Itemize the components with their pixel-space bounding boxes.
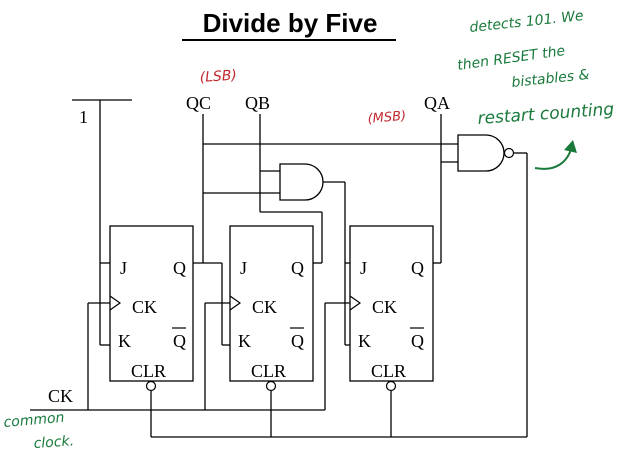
ff-c-clock-triangle [109,295,122,311]
qa-label: QA [424,93,450,113]
page-title: Divide by Five [203,8,378,38]
ff-c-k-label: K [118,331,131,351]
note-line-1: detects 101. We [469,8,585,36]
ff-a-clr-bubble [385,380,397,392]
handwritten-note: detects 101. We then RESET the bistables… [456,8,615,129]
note-line-4: restart counting [477,99,615,129]
qc-label: QC [186,93,211,113]
ff-b-j-label: J [240,258,247,278]
note-arrowhead-icon [564,140,577,153]
flipflop-b: J Q CK K Q CLR [229,258,304,392]
flipflop-c: J Q CK K Q CLR [109,258,186,392]
ff-a-clock-triangle [349,295,362,311]
msb-annotation: (MSB) [367,109,407,127]
ff-a-qbar-label: Q [411,331,424,351]
ff-a-ck-label: CK [372,297,397,317]
qb-label: QB [245,93,270,113]
ff-a-k-label: K [358,331,371,351]
common-clock-line-1: common [3,410,65,431]
ff-a-clr-label: CLR [371,361,406,381]
ff-b-qbar-label: Q [291,331,304,351]
nand-output-bubble [503,147,515,159]
nand-gate [457,134,505,172]
ff-c-j-label: J [120,258,127,278]
ff-c-ck-label: CK [132,297,157,317]
clock-label: CK [48,386,73,406]
ff-b-ck-label: CK [252,297,277,317]
logic-one-label: 1 [79,107,88,127]
ff-b-clr-label: CLR [251,361,286,381]
circuit-wires [30,114,528,438]
note-line-2: then RESET the [456,43,566,74]
ff-b-k-label: K [238,331,251,351]
and-gate [279,163,324,201]
ff-a-q-label: Q [411,258,424,278]
flipflop-a: J Q CK K Q CLR [349,258,424,392]
ff-c-clr-label: CLR [131,361,166,381]
note-line-3: bistables & [511,67,591,91]
ff-c-clr-bubble [145,380,157,392]
ff-b-clock-triangle [229,295,242,311]
ff-b-q-label: Q [291,258,304,278]
ff-c-qbar-label: Q [173,331,186,351]
logic-one-source [72,99,132,345]
ff-a-j-label: J [360,258,367,278]
lsb-annotation: (LSB) [199,67,237,86]
ff-b-clr-bubble [265,380,277,392]
common-clock-line-2: clock. [33,433,74,452]
ff-c-q-label: Q [173,258,186,278]
